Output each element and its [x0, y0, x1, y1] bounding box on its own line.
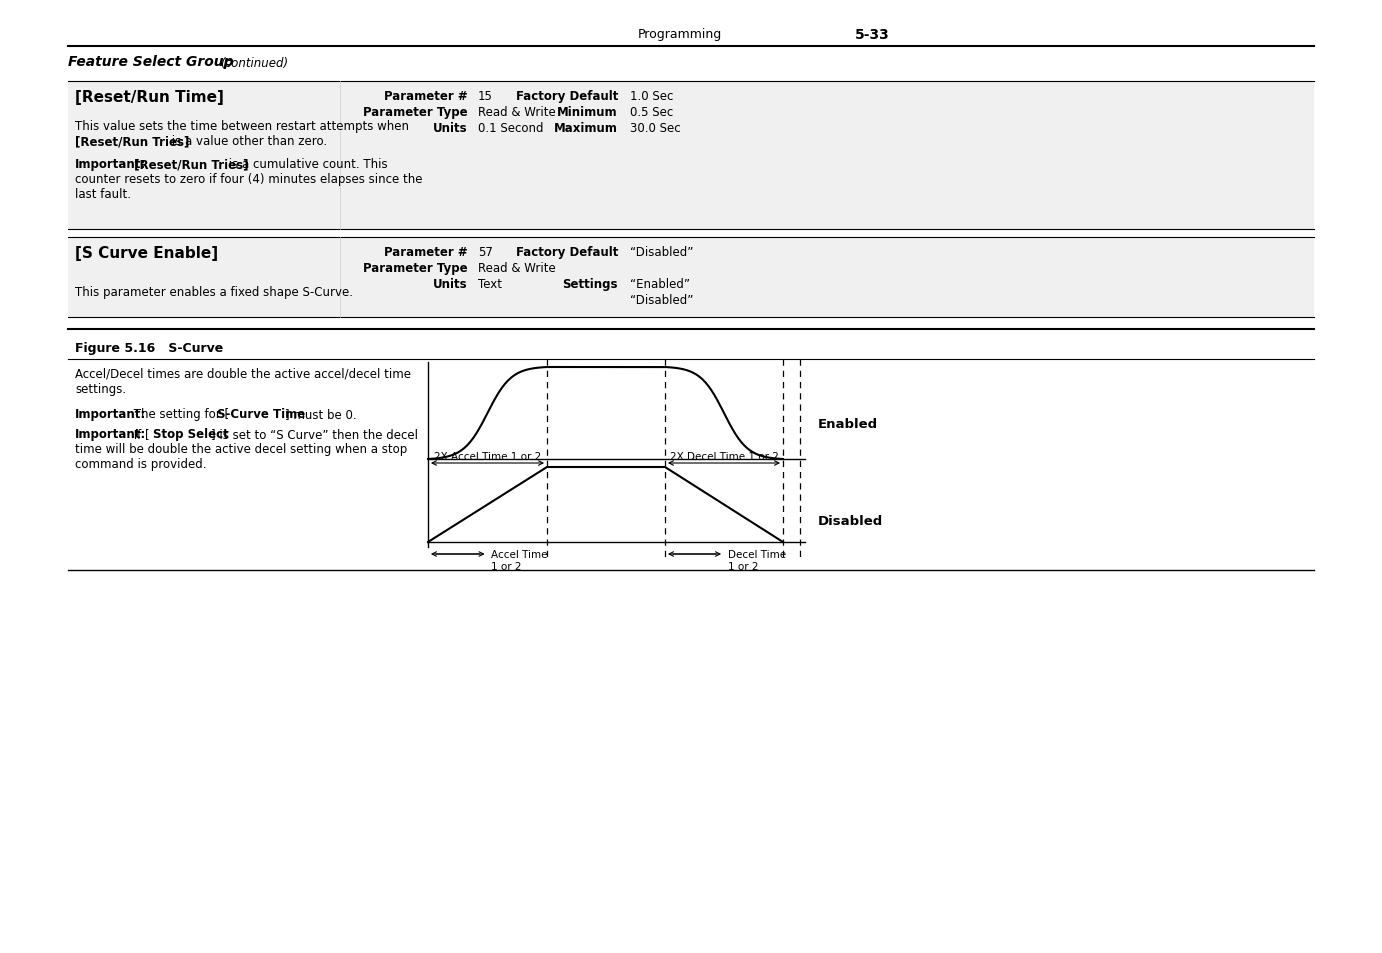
Text: Accel Time: Accel Time: [492, 550, 549, 559]
Text: counter resets to zero if four (4) minutes elapses since the: counter resets to zero if four (4) minut…: [75, 172, 423, 186]
Text: Read & Write: Read & Write: [478, 262, 556, 274]
Text: “Enabled”: “Enabled”: [630, 277, 690, 291]
Text: Stop Select: Stop Select: [153, 428, 229, 440]
Bar: [68, 237, 1314, 317]
Text: settings.: settings.: [75, 382, 126, 395]
Text: Feature Select Group: Feature Select Group: [68, 55, 234, 69]
Bar: [68, 82, 1314, 230]
Text: 1 or 2: 1 or 2: [492, 561, 522, 572]
Text: Parameter #: Parameter #: [384, 90, 468, 103]
Text: time will be double the active decel setting when a stop: time will be double the active decel set…: [75, 442, 408, 456]
Text: is a cumulative count. This: is a cumulative count. This: [225, 158, 387, 171]
Text: Disabled: Disabled: [818, 515, 883, 527]
Text: Parameter #: Parameter #: [384, 246, 468, 258]
Text: Figure 5.16   S-Curve: Figure 5.16 S-Curve: [75, 341, 224, 355]
Text: 5-33: 5-33: [855, 28, 890, 42]
Text: Important:: Important:: [75, 428, 146, 440]
Text: Settings: Settings: [562, 277, 618, 291]
Text: (continued): (continued): [220, 57, 287, 70]
Text: Units: Units: [434, 122, 468, 135]
Text: Decel Time: Decel Time: [728, 550, 786, 559]
Text: 57: 57: [478, 246, 493, 258]
Text: The setting for [: The setting for [: [130, 408, 229, 420]
Text: “Disabled”: “Disabled”: [630, 294, 694, 307]
Text: Factory Default: Factory Default: [515, 246, 618, 258]
Text: If [: If [: [130, 428, 149, 440]
Text: [S Curve Enable]: [S Curve Enable]: [75, 246, 218, 261]
Text: 0.1 Second: 0.1 Second: [478, 122, 543, 135]
Text: Text: Text: [478, 277, 502, 291]
Text: 1 or 2: 1 or 2: [728, 561, 759, 572]
Text: last fault.: last fault.: [75, 188, 131, 201]
Text: 2X Decel Time 1 or 2: 2X Decel Time 1 or 2: [669, 452, 778, 461]
Text: command is provided.: command is provided.: [75, 457, 206, 471]
Text: [Reset/Run Time]: [Reset/Run Time]: [75, 90, 224, 105]
Text: S-Curve Time: S-Curve Time: [217, 408, 305, 420]
Text: This parameter enables a fixed shape S-Curve.: This parameter enables a fixed shape S-C…: [75, 286, 352, 298]
Text: Parameter Type: Parameter Type: [363, 262, 468, 274]
Text: [Reset/Run Tries]: [Reset/Run Tries]: [130, 158, 249, 171]
Text: Important:: Important:: [75, 158, 146, 171]
Text: Parameter Type: Parameter Type: [363, 106, 468, 119]
Text: This value sets the time between restart attempts when: This value sets the time between restart…: [75, 120, 409, 132]
Text: is a value other than zero.: is a value other than zero.: [169, 135, 328, 148]
Text: 15: 15: [478, 90, 493, 103]
Text: Maximum: Maximum: [554, 122, 618, 135]
Text: ] is set to “S Curve” then the decel: ] is set to “S Curve” then the decel: [211, 428, 417, 440]
Text: Programming: Programming: [638, 28, 723, 41]
Text: “Disabled”: “Disabled”: [630, 246, 694, 258]
Text: Enabled: Enabled: [818, 417, 878, 431]
Text: Important:: Important:: [75, 408, 146, 420]
Text: Units: Units: [434, 277, 468, 291]
Text: ] must be 0.: ] must be 0.: [285, 408, 357, 420]
Text: 0.5 Sec: 0.5 Sec: [630, 106, 673, 119]
Text: 1.0 Sec: 1.0 Sec: [630, 90, 673, 103]
Text: 2X Accel Time 1 or 2: 2X Accel Time 1 or 2: [434, 452, 542, 461]
Text: 30.0 Sec: 30.0 Sec: [630, 122, 680, 135]
Text: Factory Default: Factory Default: [515, 90, 618, 103]
Text: Accel/Decel times are double the active accel/decel time: Accel/Decel times are double the active …: [75, 368, 410, 380]
Text: Read & Write: Read & Write: [478, 106, 556, 119]
Text: [Reset/Run Tries]: [Reset/Run Tries]: [75, 135, 189, 148]
Text: Minimum: Minimum: [557, 106, 618, 119]
